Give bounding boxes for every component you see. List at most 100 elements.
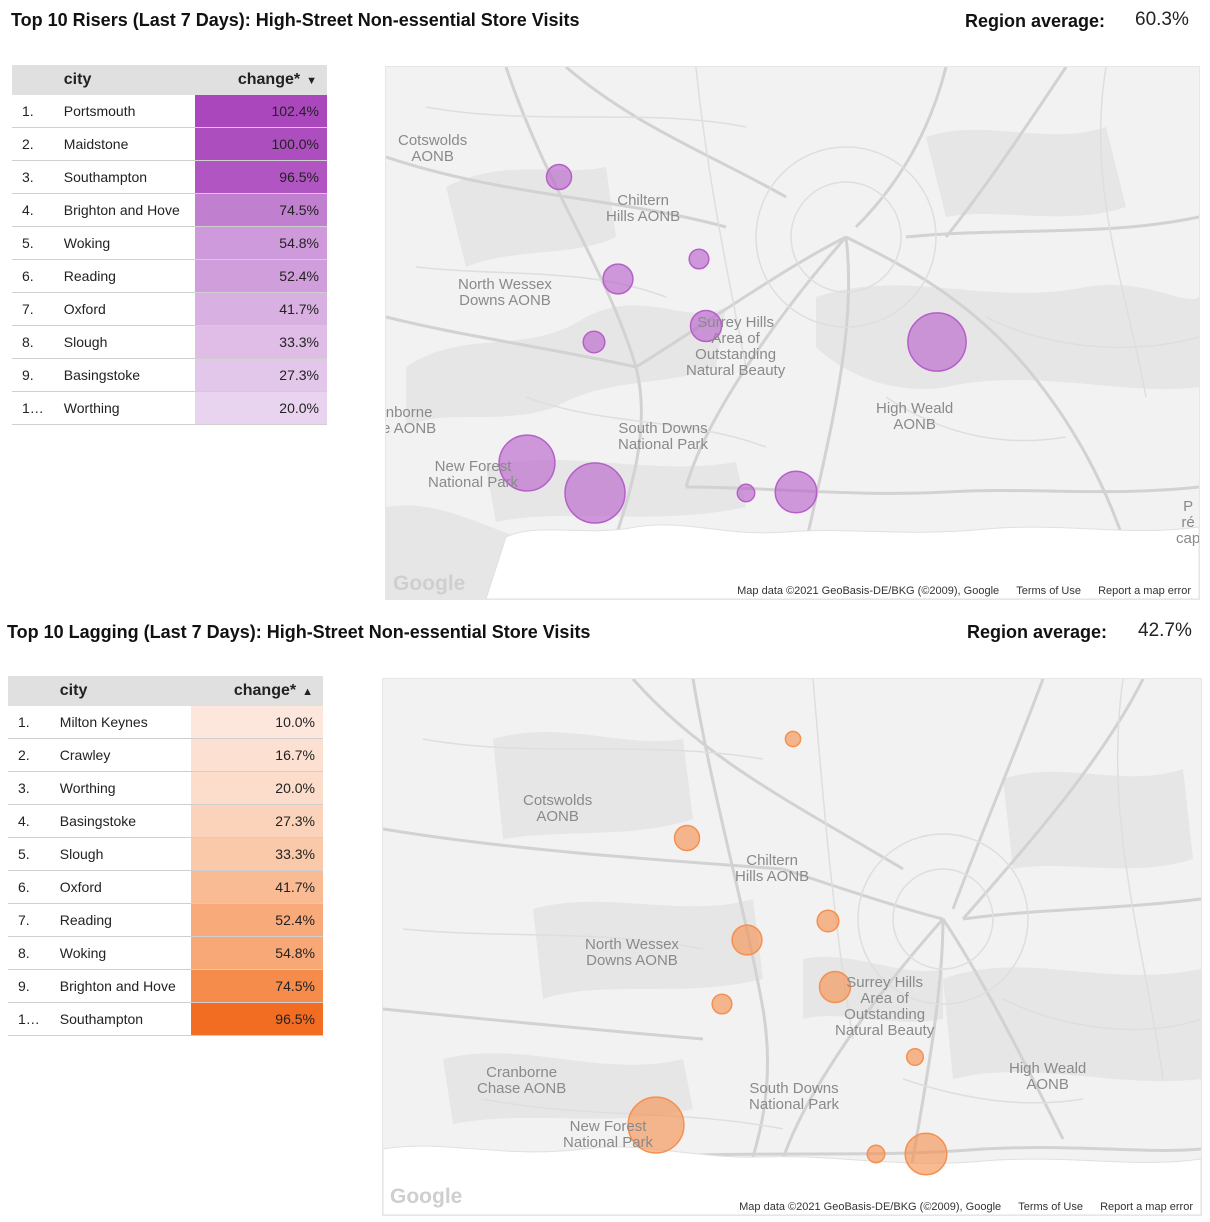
lagging-map[interactable]: Cotswolds AONB Chiltern Hills AONB North W… <box>382 678 1202 1216</box>
map-area-label: Cotswolds AONB <box>398 132 468 165</box>
map-bubble-southampton[interactable] <box>498 434 556 492</box>
table-row[interactable]: 1… Worthing 20.0% <box>12 391 327 425</box>
table-row[interactable]: 1. Milton Keynes 10.0% <box>8 706 323 739</box>
map-bubble-reading[interactable] <box>602 263 634 295</box>
table-row[interactable]: 7. Oxford 41.7% <box>12 292 327 326</box>
map-bubble-slough[interactable] <box>582 330 606 354</box>
risers-title: Top 10 Risers (Last 7 Days): High-Street… <box>11 10 580 30</box>
table-row[interactable]: 3. Southampton 96.5% <box>12 160 327 194</box>
row-change-value: 16.7% <box>190 738 323 772</box>
row-city: Woking <box>51 936 191 970</box>
report-map-error-link[interactable]: Report a map error <box>1098 585 1191 597</box>
table-row[interactable]: 8. Slough 33.3% <box>12 325 327 359</box>
map-bubble-oxford[interactable] <box>545 163 573 191</box>
row-city: Worthing <box>55 391 195 425</box>
table-row[interactable]: 9. Basingstoke 27.3% <box>12 358 327 392</box>
table-row[interactable]: 9. Brighton and Hove 74.5% <box>8 969 323 1003</box>
map-attribution: Map data ©2021 GeoBasis-DE/BKG (©2009), … <box>739 1201 1193 1213</box>
table-row[interactable]: 7. Reading 52.4% <box>8 903 323 937</box>
risers-table: city change* ▼ 1. Portsmouth 102.4% 2. Maidst… <box>12 65 327 425</box>
bubble-layer <box>627 730 948 1176</box>
col-header-city[interactable]: city <box>55 65 195 95</box>
row-index: 7. <box>12 292 56 326</box>
terms-of-use-link[interactable]: Terms of Use <box>1016 585 1081 597</box>
row-index: 4. <box>8 804 52 838</box>
table-row[interactable]: 4. Brighton and Hove 74.5% <box>12 193 327 227</box>
row-change-value: 27.3% <box>190 804 323 838</box>
table-row[interactable]: 4. Basingstoke 27.3% <box>8 804 323 838</box>
col-header-change[interactable]: change* ▼ <box>194 65 327 95</box>
map-bubble-basingstoke[interactable] <box>711 993 733 1015</box>
row-index: 1… <box>12 391 56 425</box>
row-change-value: 41.7% <box>190 870 323 904</box>
col-header-city[interactable]: city <box>51 676 191 706</box>
report-map-error-link[interactable]: Report a map error <box>1100 1201 1193 1213</box>
map-bubble-brighton-and-hove[interactable] <box>904 1132 948 1176</box>
table-header-row: city change* ▲ <box>8 676 323 706</box>
map-bubble-brighton-and-hove[interactable] <box>774 470 818 514</box>
row-index: 1. <box>8 706 52 739</box>
google-logo: Google <box>393 572 466 595</box>
caret-down-icon[interactable]: ▼ <box>306 75 317 87</box>
row-index: 1… <box>8 1002 52 1036</box>
row-index: 6. <box>8 870 52 904</box>
row-change-value: 33.3% <box>194 325 327 359</box>
row-city: Basingstoke <box>55 358 195 392</box>
map-bubble-basingstoke[interactable] <box>688 248 710 270</box>
row-city: Portsmouth <box>55 95 195 128</box>
google-logo: Google <box>390 1185 463 1208</box>
lagging-title: Top 10 Lagging (Last 7 Days): High-Stree… <box>7 622 591 642</box>
table-row[interactable]: 1. Portsmouth 102.4% <box>12 95 327 128</box>
row-change-value: 54.8% <box>194 226 327 260</box>
map-attribution: Map data ©2021 GeoBasis-DE/BKG (©2009), … <box>737 585 1191 597</box>
table-row[interactable]: 6. Reading 52.4% <box>12 259 327 293</box>
map-bubble-woking[interactable] <box>689 309 723 343</box>
map-area-label: Chiltern Hills AONB <box>606 192 681 225</box>
map-area-label: High Weald AONB <box>1009 1060 1087 1093</box>
row-change-value: 20.0% <box>194 391 327 425</box>
row-city: Reading <box>55 259 195 293</box>
map-bubble-oxford[interactable] <box>673 824 701 852</box>
row-city: Maidstone <box>55 127 195 161</box>
row-index: 9. <box>12 358 56 392</box>
row-city: Oxford <box>55 292 195 326</box>
table-row[interactable]: 5. Woking 54.8% <box>12 226 327 260</box>
map-bubble-milton-keynes[interactable] <box>784 730 802 748</box>
map-bubble-reading[interactable] <box>731 924 763 956</box>
risers-map[interactable]: Cotswolds AONB Chiltern Hills AONB North W… <box>385 66 1200 600</box>
row-index: 6. <box>12 259 56 293</box>
row-city: Crawley <box>51 738 191 772</box>
lagging-region-average-label: Region average: <box>967 622 1108 642</box>
table-row[interactable]: 6. Oxford 41.7% <box>8 870 323 904</box>
table-row[interactable]: 8. Woking 54.8% <box>8 936 323 970</box>
row-index: 4. <box>12 193 56 227</box>
col-header-change[interactable]: change* ▲ <box>190 676 323 706</box>
map-area-label: Cotswolds AONB <box>523 792 593 825</box>
row-change-value: 74.5% <box>190 969 323 1003</box>
map-bubble-woking[interactable] <box>818 970 852 1004</box>
map-area-label: Cranborne Chase AONB <box>477 1064 567 1097</box>
map-area-label: South Downs National Park <box>749 1080 840 1113</box>
bubble-layer <box>498 163 967 524</box>
map-bubble-portsmouth[interactable] <box>564 462 626 524</box>
map-area-label: nborne e AONB <box>385 404 437 437</box>
table-row[interactable]: 2. Maidstone 100.0% <box>12 127 327 161</box>
map-bubble-maidstone[interactable] <box>907 312 967 372</box>
row-city: Brighton and Hove <box>51 969 191 1003</box>
table-row[interactable]: 5. Slough 33.3% <box>8 837 323 871</box>
terms-of-use-link[interactable]: Terms of Use <box>1018 1201 1083 1213</box>
table-row[interactable]: 1… Southampton 96.5% <box>8 1002 323 1036</box>
row-index: 9. <box>8 969 52 1003</box>
table-row[interactable]: 2. Crawley 16.7% <box>8 738 323 772</box>
map-bubble-southampton[interactable] <box>627 1096 685 1154</box>
row-index: 5. <box>12 226 56 260</box>
row-index: 1. <box>12 95 56 128</box>
row-city: Woking <box>55 226 195 260</box>
caret-up-icon[interactable]: ▲ <box>302 686 313 698</box>
map-bubble-crawley[interactable] <box>905 1047 925 1067</box>
map-bubble-worthing[interactable] <box>736 483 756 503</box>
map-bubble-slough[interactable] <box>816 909 840 933</box>
map-bubble-worthing[interactable] <box>866 1144 886 1164</box>
table-row[interactable]: 3. Worthing 20.0% <box>8 771 323 805</box>
row-change-value: 96.5% <box>194 160 327 194</box>
